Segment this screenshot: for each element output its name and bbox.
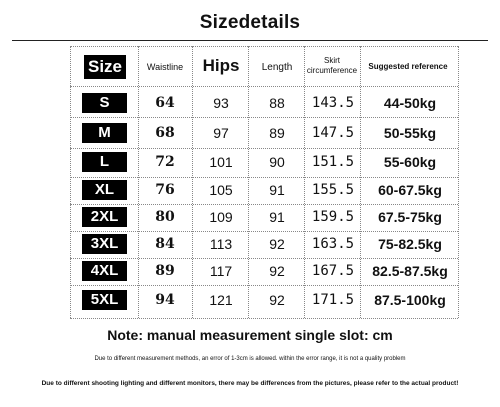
- grid-row-line: [70, 231, 458, 232]
- measurement-note: Note: manual measurement single slot: cm: [107, 327, 393, 343]
- cell-length: 91: [269, 182, 285, 198]
- cell-skirt-circumference: 151.5: [311, 154, 355, 170]
- grid-column-line: [304, 46, 305, 318]
- cell-waistline: 94: [155, 292, 175, 308]
- cell-hips: 113: [209, 236, 233, 252]
- size-label: S: [82, 93, 127, 113]
- grid-row-line: [70, 258, 458, 259]
- header-skirt-line2: circumference: [306, 66, 358, 75]
- grid-column-line: [248, 46, 249, 318]
- cell-length: 90: [269, 154, 285, 170]
- cell-skirt-circumference: 147.5: [311, 125, 355, 141]
- cell-length: 89: [269, 125, 285, 141]
- cell-suggested-reference: 87.5-100kg: [374, 292, 446, 308]
- cell-suggested-reference: 75-82.5kg: [378, 236, 442, 252]
- header-waistline: Waistline: [146, 62, 184, 72]
- cell-hips: 105: [209, 182, 233, 198]
- cell-skirt-circumference: 155.5: [311, 182, 355, 198]
- header-skirt-circumference: Skirt circumference: [304, 56, 360, 76]
- grid-column-line: [138, 46, 139, 318]
- cell-waistline: 72: [155, 154, 175, 170]
- grid-column-line: [360, 46, 361, 318]
- cell-suggested-reference: 67.5-75kg: [378, 209, 442, 225]
- cell-skirt-circumference: 171.5: [311, 292, 355, 308]
- grid-column-line: [192, 46, 193, 318]
- cell-waistline: 80: [155, 209, 175, 225]
- cell-skirt-circumference: 159.5: [311, 209, 355, 225]
- cell-hips: 121: [209, 292, 233, 308]
- cell-suggested-reference: 44-50kg: [383, 95, 437, 111]
- size-label: XL: [82, 180, 127, 200]
- cell-hips: 101: [209, 154, 233, 170]
- cell-skirt-circumference: 143.5: [311, 95, 355, 111]
- grid-row-line: [70, 117, 458, 118]
- cell-length: 91: [269, 209, 285, 225]
- grid-row-line: [70, 204, 458, 205]
- measurement-disclaimer: Due to different measurement methods, an…: [94, 356, 406, 362]
- header-length: Length: [261, 62, 293, 73]
- size-label: L: [82, 152, 127, 172]
- cell-length: 92: [269, 263, 285, 279]
- grid-row-line: [70, 177, 458, 178]
- grid-column-line: [458, 46, 459, 318]
- grid-column-line: [70, 46, 71, 318]
- size-label: M: [82, 123, 127, 143]
- size-label: 2XL: [82, 207, 127, 227]
- cell-waistline: 64: [155, 95, 175, 111]
- grid-row-line: [70, 46, 458, 47]
- cell-skirt-circumference: 163.5: [311, 236, 355, 252]
- size-label: 5XL: [82, 290, 127, 310]
- grid-row-line: [70, 148, 458, 149]
- cell-length: 92: [269, 236, 285, 252]
- grid-row-line: [70, 86, 458, 87]
- cell-suggested-reference: 50-55kg: [383, 125, 437, 141]
- cell-hips: 93: [213, 95, 229, 111]
- cell-waistline: 89: [155, 263, 175, 279]
- color-disclaimer: Due to different shooting lighting and d…: [41, 380, 459, 387]
- cell-hips: 97: [213, 125, 229, 141]
- page-title: Sizedetails: [199, 12, 301, 33]
- cell-waistline: 68: [155, 125, 175, 141]
- cell-hips: 117: [209, 263, 233, 279]
- header-size: Size: [84, 55, 126, 79]
- cell-suggested-reference: 60-67.5kg: [378, 182, 442, 198]
- cell-suggested-reference: 55-60kg: [383, 154, 437, 170]
- cell-skirt-circumference: 167.5: [311, 263, 355, 279]
- header-suggested-reference: Suggested reference: [368, 62, 448, 71]
- grid-row-line: [70, 318, 458, 319]
- cell-suggested-reference: 82.5-87.5kg: [372, 263, 448, 279]
- header-hips: Hips: [202, 56, 240, 75]
- cell-waistline: 76: [155, 182, 175, 198]
- cell-length: 92: [269, 292, 285, 308]
- cell-length: 88: [269, 95, 285, 111]
- size-label: 4XL: [82, 261, 127, 281]
- title-divider: [12, 40, 488, 41]
- size-label: 3XL: [82, 234, 127, 254]
- cell-hips: 109: [209, 209, 233, 225]
- grid-row-line: [70, 285, 458, 286]
- header-skirt-line1: Skirt: [324, 56, 340, 65]
- cell-waistline: 84: [155, 236, 175, 252]
